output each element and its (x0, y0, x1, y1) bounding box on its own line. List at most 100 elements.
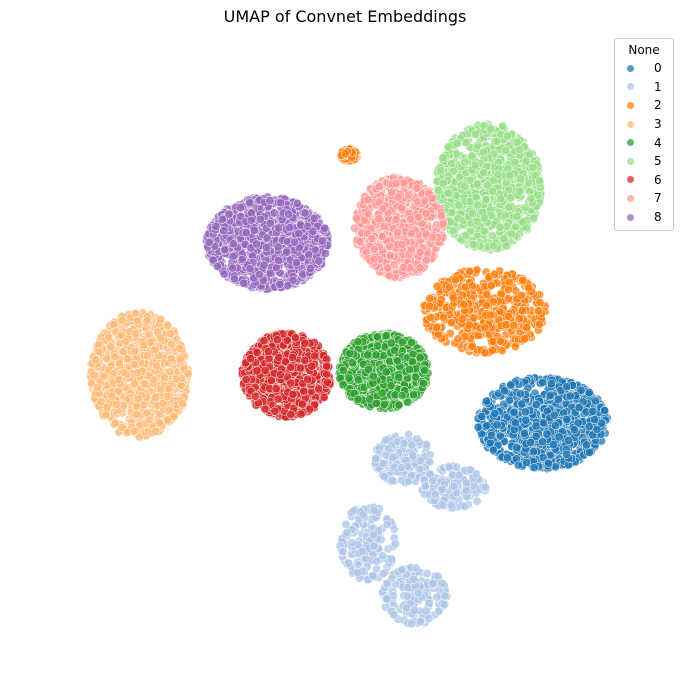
data-point (169, 412, 179, 421)
points-layer (86, 119, 612, 629)
data-point (531, 431, 541, 441)
data-point (421, 606, 431, 616)
data-point (497, 346, 507, 356)
data-point (444, 282, 454, 292)
data-point (562, 382, 572, 392)
data-point (465, 267, 475, 276)
data-point (509, 320, 519, 330)
data-point (481, 300, 491, 310)
data-point (498, 121, 508, 131)
data-point (133, 394, 143, 404)
data-point (119, 367, 129, 377)
data-point (485, 310, 495, 320)
data-point (338, 547, 348, 556)
data-point (511, 418, 520, 428)
data-point (480, 323, 490, 333)
data-point (166, 354, 176, 364)
data-point (520, 407, 530, 417)
data-point (340, 149, 350, 159)
data-point (517, 399, 527, 409)
data-point (382, 331, 391, 341)
data-point (548, 440, 558, 450)
data-point (338, 380, 348, 390)
data-point (368, 530, 378, 540)
data-point (437, 500, 447, 510)
data-point (504, 294, 513, 304)
data-point (394, 373, 404, 383)
data-point (425, 293, 435, 303)
series-5 (431, 119, 546, 255)
data-point (107, 391, 117, 401)
data-point (516, 290, 526, 300)
data-point (111, 418, 121, 428)
data-point (99, 371, 109, 381)
data-point (152, 361, 162, 371)
data-point (368, 371, 378, 381)
data-point (405, 364, 414, 374)
data-point (486, 430, 496, 440)
data-point (544, 459, 553, 468)
data-point (407, 619, 416, 629)
data-point (501, 320, 511, 330)
data-point (102, 402, 112, 412)
data-point (477, 411, 487, 421)
data-point (347, 538, 357, 548)
data-point (495, 336, 505, 346)
data-point (368, 571, 378, 581)
data-point (397, 337, 407, 347)
data-point (373, 332, 383, 342)
data-point (424, 598, 434, 608)
data-point (382, 520, 392, 530)
data-point (495, 431, 505, 441)
data-point (409, 606, 419, 615)
data-point (551, 421, 560, 431)
data-point (371, 350, 381, 360)
data-point (142, 316, 152, 326)
data-point (175, 354, 185, 364)
data-point (535, 319, 545, 329)
data-point (446, 500, 456, 510)
data-point (164, 384, 174, 394)
series-4 (334, 328, 433, 413)
data-point (379, 399, 389, 409)
data-point (492, 420, 502, 430)
data-point (414, 464, 424, 474)
data-point (538, 378, 548, 387)
data-point (407, 337, 417, 347)
data-point (430, 489, 440, 499)
data-point (171, 374, 181, 384)
data-point (425, 457, 435, 467)
data-point (160, 373, 170, 382)
data-point (480, 348, 490, 358)
data-point (467, 341, 477, 351)
data-point (144, 415, 154, 425)
data-point (549, 410, 559, 420)
data-point (522, 457, 532, 467)
data-point (481, 482, 490, 492)
data-point (422, 569, 432, 578)
data-point (504, 395, 514, 405)
data-point (371, 398, 381, 408)
data-point (358, 510, 368, 520)
data-point (408, 451, 418, 461)
data-point (382, 594, 392, 604)
data-point (488, 445, 498, 455)
data-point (444, 462, 454, 472)
data-point (467, 281, 477, 291)
data-point (504, 285, 514, 295)
data-point (531, 421, 541, 431)
data-point (542, 429, 552, 439)
data-point (562, 414, 572, 424)
data-point (499, 386, 509, 396)
data-point (394, 400, 404, 410)
data-point (397, 565, 407, 575)
data-point (490, 408, 500, 418)
data-point (379, 472, 389, 482)
data-point (132, 368, 142, 378)
chart-title: UMAP of Convnet Embeddings (223, 7, 467, 26)
data-point (600, 406, 610, 416)
data-point (516, 389, 525, 399)
data-point (386, 381, 396, 391)
data-point (94, 347, 104, 357)
data-point (437, 484, 447, 494)
